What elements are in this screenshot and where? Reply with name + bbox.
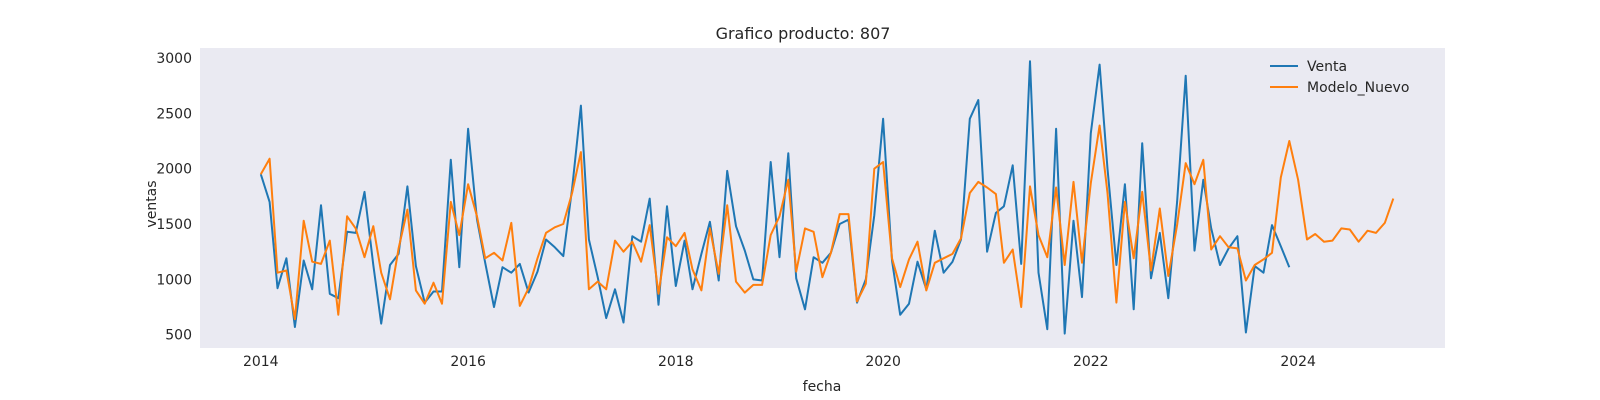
- series-lines: [259, 60, 1395, 335]
- y-tick-label: 1500: [156, 217, 192, 233]
- x-tick-label: 2016: [450, 354, 486, 370]
- y-axis-ticks: 500 1000 1500 2000 2500 3000: [156, 51, 192, 344]
- x-tick-label: 2014: [243, 354, 279, 370]
- x-tick-label: 2024: [1280, 354, 1316, 370]
- x-tick-label: 2022: [1073, 354, 1109, 370]
- x-tick-label: 2020: [865, 354, 901, 370]
- x-tick-label: 2018: [658, 354, 694, 370]
- y-axis-label: ventas: [144, 180, 160, 227]
- chart-title: Grafico producto: 807: [716, 24, 891, 43]
- legend-label-modelo-nuevo: Modelo_Nuevo: [1307, 80, 1409, 96]
- y-tick-label: 3000: [156, 51, 192, 67]
- y-tick-label: 500: [165, 328, 192, 344]
- series-line-venta: [259, 60, 1291, 335]
- legend: Venta Modelo_Nuevo: [1270, 59, 1409, 96]
- y-tick-label: 1000: [156, 272, 192, 288]
- x-axis-ticks: 2014 2016 2018 2020 2022 2024: [243, 354, 1316, 370]
- series-line-modelo-nuevo: [259, 124, 1395, 321]
- y-tick-label: 2000: [156, 162, 192, 178]
- plot-area: [200, 48, 1445, 348]
- legend-label-venta: Venta: [1307, 59, 1347, 75]
- y-tick-label: 2500: [156, 106, 192, 122]
- x-axis-label: fecha: [803, 379, 842, 395]
